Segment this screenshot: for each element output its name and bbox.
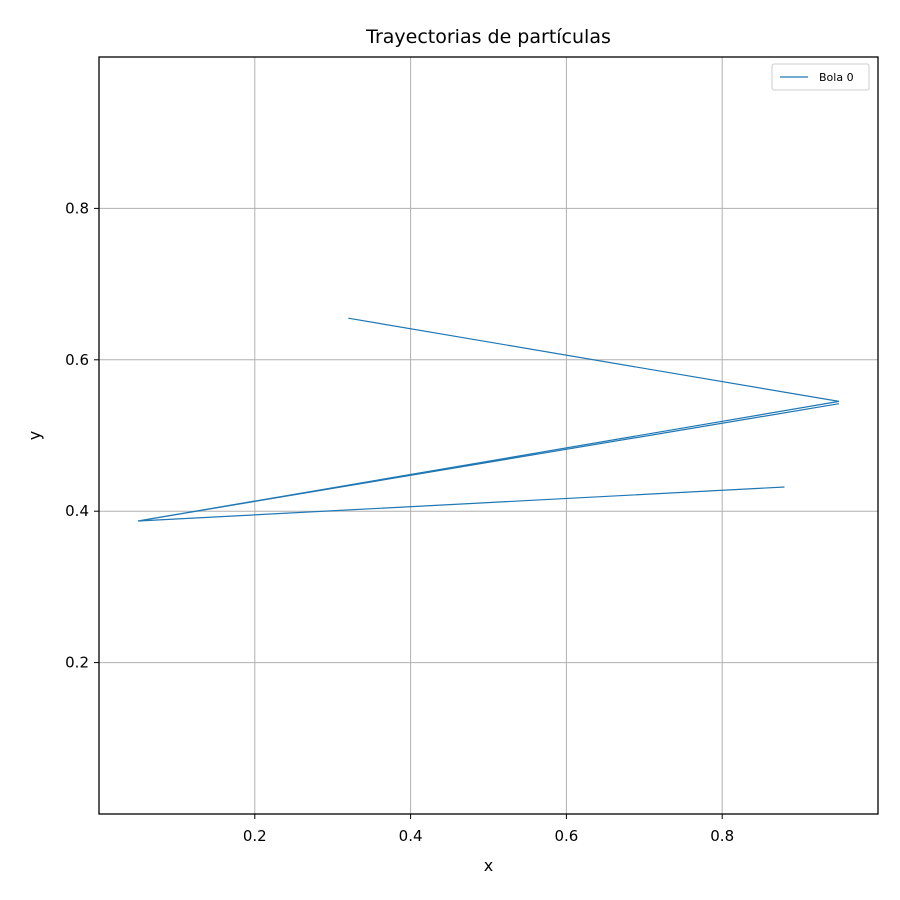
x-tick-label: 0.8 (710, 827, 734, 845)
x-axis-label: x (484, 856, 493, 875)
y-tick-label: 0.6 (65, 351, 89, 369)
x-tick-label: 0.2 (243, 827, 267, 845)
axes-frame (98, 56, 879, 815)
y-axis-label: y (25, 431, 44, 440)
legend: Bola 0 (771, 63, 870, 91)
series-layer (137, 317, 840, 522)
ticks: 0.2 0.4 0.6 0.8 0.2 0.4 0.6 0.8 (65, 199, 734, 845)
y-tick-label: 0.8 (65, 199, 89, 217)
legend-label-bola-0: Bola 0 (819, 71, 854, 84)
chart-title: Trayectorias de partículas (365, 26, 611, 48)
x-tick-label: 0.4 (399, 827, 423, 845)
grid (99, 57, 878, 814)
legend-box (771, 63, 870, 91)
y-tick-label: 0.2 (65, 654, 89, 672)
series-line-bola-0 (137, 317, 840, 522)
y-tick-label: 0.4 (65, 502, 89, 520)
x-tick-label: 0.6 (554, 827, 578, 845)
